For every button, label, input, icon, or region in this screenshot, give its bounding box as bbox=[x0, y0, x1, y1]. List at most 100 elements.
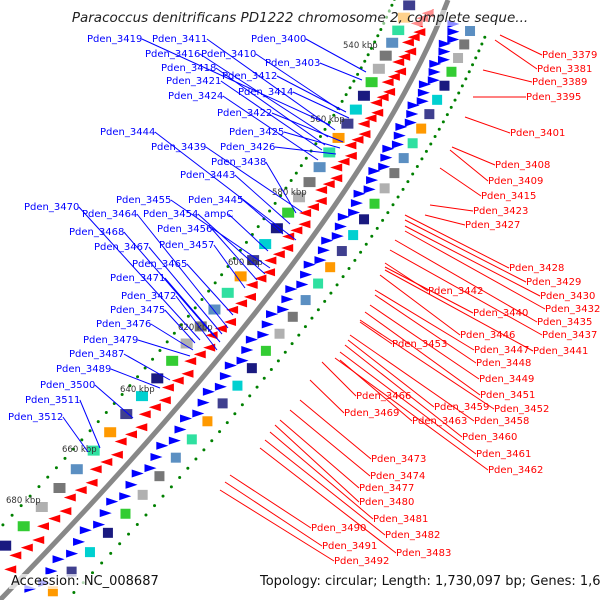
gene-label[interactable]: Pden_3416 bbox=[145, 49, 200, 60]
gene-label[interactable]: Pden_3481 bbox=[373, 514, 428, 525]
gene-label[interactable]: Pden_3426 bbox=[220, 142, 275, 153]
gc-dot bbox=[200, 297, 204, 301]
gc-dot bbox=[88, 429, 92, 433]
gene-label[interactable]: Pden_3474 bbox=[370, 471, 425, 482]
gene-label[interactable]: Pden_3408 bbox=[495, 160, 550, 171]
gene-label[interactable]: Pden_3425 bbox=[229, 127, 284, 138]
gene-label[interactable]: Pden_3448 bbox=[476, 358, 531, 369]
gene-label[interactable]: Pden_3411 bbox=[152, 34, 207, 45]
feature-block bbox=[102, 527, 113, 538]
reverse-gene-arrow bbox=[298, 220, 311, 229]
gene-label[interactable]: Pden_3469 bbox=[344, 408, 399, 419]
gene-label[interactable]: Pden_3449 bbox=[479, 374, 534, 385]
gc-dot bbox=[80, 438, 84, 442]
gene-label[interactable]: Pden_3463 bbox=[412, 416, 467, 427]
gene-label[interactable]: Pden_3512 bbox=[8, 412, 63, 423]
gc-dot bbox=[467, 70, 471, 74]
gene-label[interactable]: Pden_3483 bbox=[396, 548, 451, 559]
gene-label[interactable]: Pden_3430 bbox=[540, 291, 595, 302]
gene-label[interactable]: Pden_3400 bbox=[251, 34, 306, 45]
gene-label[interactable]: Pden_3440 bbox=[473, 308, 528, 319]
gene-label[interactable]: Pden_3468 bbox=[69, 227, 124, 238]
gene-label[interactable]: Pden_3442 bbox=[428, 286, 483, 297]
gene-label[interactable]: Pden_3453 bbox=[392, 339, 447, 350]
gene-label[interactable]: Pden_3424 bbox=[168, 91, 223, 102]
gene-label[interactable]: Pden_3401 bbox=[510, 128, 565, 139]
gene-label[interactable]: Pden_3446 bbox=[460, 330, 515, 341]
gene-label[interactable]: Pden_3379 bbox=[542, 50, 597, 61]
gc-dot bbox=[364, 242, 368, 246]
forward-gene-arrow bbox=[174, 425, 187, 434]
gene-label[interactable]: Pden_3454 bbox=[143, 209, 198, 220]
gene-label[interactable]: Pden_3479 bbox=[83, 335, 138, 346]
gene-label[interactable]: Pden_3465 bbox=[132, 259, 187, 270]
feature-block bbox=[70, 464, 83, 475]
gene-label[interactable]: Pden_3471 bbox=[110, 273, 165, 284]
gene-label[interactable]: Pden_3460 bbox=[462, 432, 517, 443]
reverse-gene-arrow bbox=[184, 357, 197, 366]
gene-label[interactable]: Pden_3419 bbox=[87, 34, 142, 45]
gene-label[interactable]: Pden_3491 bbox=[322, 541, 377, 552]
gc-dot bbox=[232, 256, 236, 260]
gene-label[interactable]: Pden_3412 bbox=[222, 71, 277, 82]
gene-label[interactable]: Pden_3458 bbox=[474, 416, 529, 427]
gene-label[interactable]: Pden_3432 bbox=[545, 304, 600, 315]
gene-label[interactable]: Pden_3445 bbox=[188, 195, 243, 206]
gene-label[interactable]: Pden_3395 bbox=[526, 92, 581, 103]
gene-label[interactable]: Pden_3447 bbox=[474, 345, 529, 356]
gene-label[interactable]: Pden_3428 bbox=[509, 263, 564, 274]
gene-label[interactable]: Pden_3457 bbox=[159, 240, 214, 251]
gene-label[interactable]: Pden_3414 bbox=[238, 87, 293, 98]
gene-label[interactable]: Pden_3438 bbox=[211, 157, 266, 168]
gene-label[interactable]: Pden_3418 bbox=[161, 63, 216, 74]
gene-label[interactable]: Pden_3439 bbox=[151, 142, 206, 153]
gene-label[interactable]: Pden_3459 bbox=[434, 402, 489, 413]
gene-label[interactable]: Pden_3381 bbox=[537, 64, 592, 75]
connector-line bbox=[404, 219, 527, 283]
gene-label[interactable]: Pden_3437 bbox=[542, 330, 597, 341]
gene-label[interactable]: Pden_3462 bbox=[488, 465, 543, 476]
gene-label[interactable]: Pden_3482 bbox=[385, 530, 440, 541]
gene-label[interactable]: Pden_3444 bbox=[100, 127, 155, 138]
gc-dot bbox=[381, 218, 385, 222]
gene-label[interactable]: Pden_3429 bbox=[526, 277, 581, 288]
gene-label[interactable]: Pden_3472 bbox=[121, 291, 176, 302]
gene-label[interactable]: Pden_3461 bbox=[476, 449, 531, 460]
gene-label[interactable]: Pden_3423 bbox=[473, 206, 528, 217]
gene-label[interactable]: Pden_3475 bbox=[110, 305, 165, 316]
gene-label[interactable]: Pden_3435 bbox=[537, 317, 592, 328]
gene-label[interactable]: Pden_3451 bbox=[480, 390, 535, 401]
gene-label[interactable]: Pden_3476 bbox=[96, 319, 151, 330]
gene-label[interactable]: Pden_3470 bbox=[24, 202, 79, 213]
gene-label[interactable]: Pden_3421 bbox=[166, 76, 221, 87]
gene-label[interactable]: Pden_3480 bbox=[359, 497, 414, 508]
gc-dot bbox=[127, 532, 131, 536]
gene-label[interactable]: Pden_3441 bbox=[533, 346, 588, 357]
gene-label[interactable]: Pden_3456 bbox=[157, 224, 212, 235]
gene-label[interactable]: Pden_3489 bbox=[56, 364, 111, 375]
gene-label[interactable]: Pden_3477 bbox=[359, 483, 414, 494]
gene-label[interactable]: Pden_3487 bbox=[69, 349, 124, 360]
gene-label[interactable]: Pden_3427 bbox=[465, 220, 520, 231]
gene-label[interactable]: Pden_3389 bbox=[532, 77, 587, 88]
gene-label[interactable]: Pden_3511 bbox=[25, 395, 80, 406]
feature-block bbox=[313, 162, 326, 173]
gene-label[interactable]: Pden_3473 bbox=[371, 454, 426, 465]
gene-label[interactable]: Pden_3466 bbox=[356, 391, 411, 402]
gene-label[interactable]: Pden_3403 bbox=[265, 58, 320, 69]
reverse-gene-arrow bbox=[398, 52, 411, 61]
gene-label[interactable]: Pden_3467 bbox=[94, 242, 149, 253]
connector-line bbox=[439, 167, 482, 197]
gene-label[interactable]: Pden_3490 bbox=[311, 523, 366, 534]
gene-label[interactable]: ampC bbox=[204, 209, 233, 220]
gene-label[interactable]: Pden_3443 bbox=[180, 170, 235, 181]
gene-label[interactable]: Pden_3464 bbox=[82, 209, 137, 220]
gene-label[interactable]: Pden_3492 bbox=[334, 556, 389, 567]
gene-label[interactable]: Pden_3409 bbox=[488, 176, 543, 187]
gene-label[interactable]: Pden_3455 bbox=[116, 195, 171, 206]
gene-label[interactable]: Pden_3422 bbox=[217, 108, 272, 119]
gene-label[interactable]: Pden_3500 bbox=[40, 380, 95, 391]
gene-label[interactable]: Pden_3452 bbox=[494, 404, 549, 415]
gene-label[interactable]: Pden_3410 bbox=[201, 49, 256, 60]
gene-label[interactable]: Pden_3415 bbox=[481, 191, 536, 202]
